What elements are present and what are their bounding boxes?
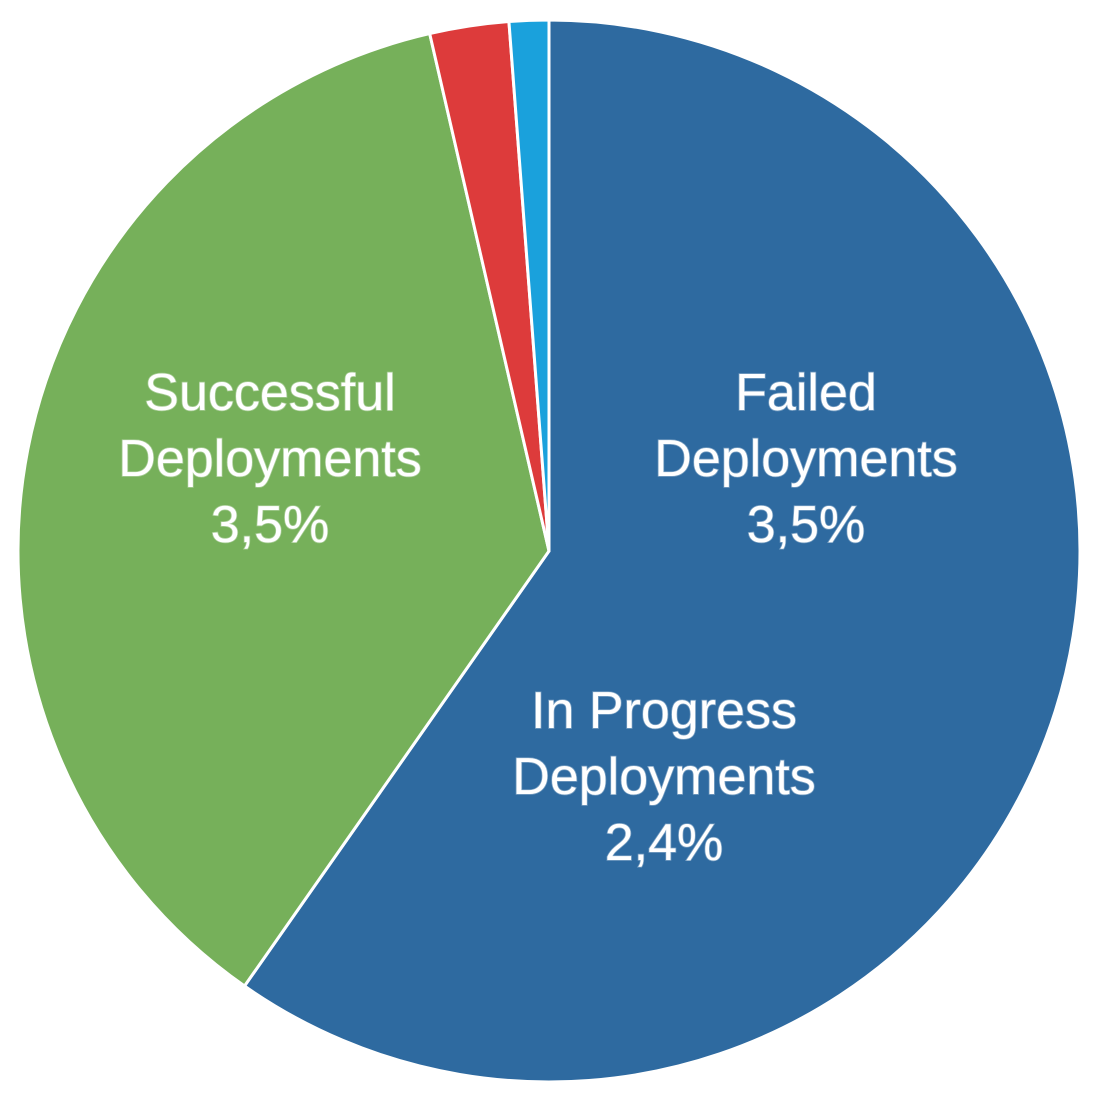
slice-label-green-line-1: Deployments bbox=[118, 430, 421, 488]
slice-label-in-progress: In Progress Deployments 2,4% bbox=[512, 682, 815, 872]
pie-slices bbox=[16, 18, 1082, 1084]
slice-label-in-progress-line-0: In Progress bbox=[531, 682, 797, 740]
pie-slice-cyan bbox=[507, 18, 551, 553]
slice-label-green-line-2: 3,5% bbox=[211, 496, 330, 554]
slice-label-blue: Failed Deployments 3,5% bbox=[654, 364, 957, 554]
pie-labels: Failed Deployments 3,5% Successful Deploymen… bbox=[118, 363, 959, 873]
slice-label-in-progress-line-1: Deployments bbox=[512, 748, 815, 806]
slice-label-blue-line-2: 3,5% bbox=[747, 496, 866, 554]
slice-label-green: Successful Deployments 3,5% bbox=[118, 364, 421, 554]
slice-label-green-line-0: Successful bbox=[144, 364, 395, 422]
pie-slice-blue bbox=[243, 18, 1082, 1084]
slice-label-blue-line-0: Failed bbox=[735, 364, 877, 422]
pie-slice-green bbox=[16, 32, 551, 988]
slice-label-in-progress-line-2: 2,4% bbox=[605, 814, 724, 872]
slice-label-blue-line-1: Deployments bbox=[654, 430, 957, 488]
